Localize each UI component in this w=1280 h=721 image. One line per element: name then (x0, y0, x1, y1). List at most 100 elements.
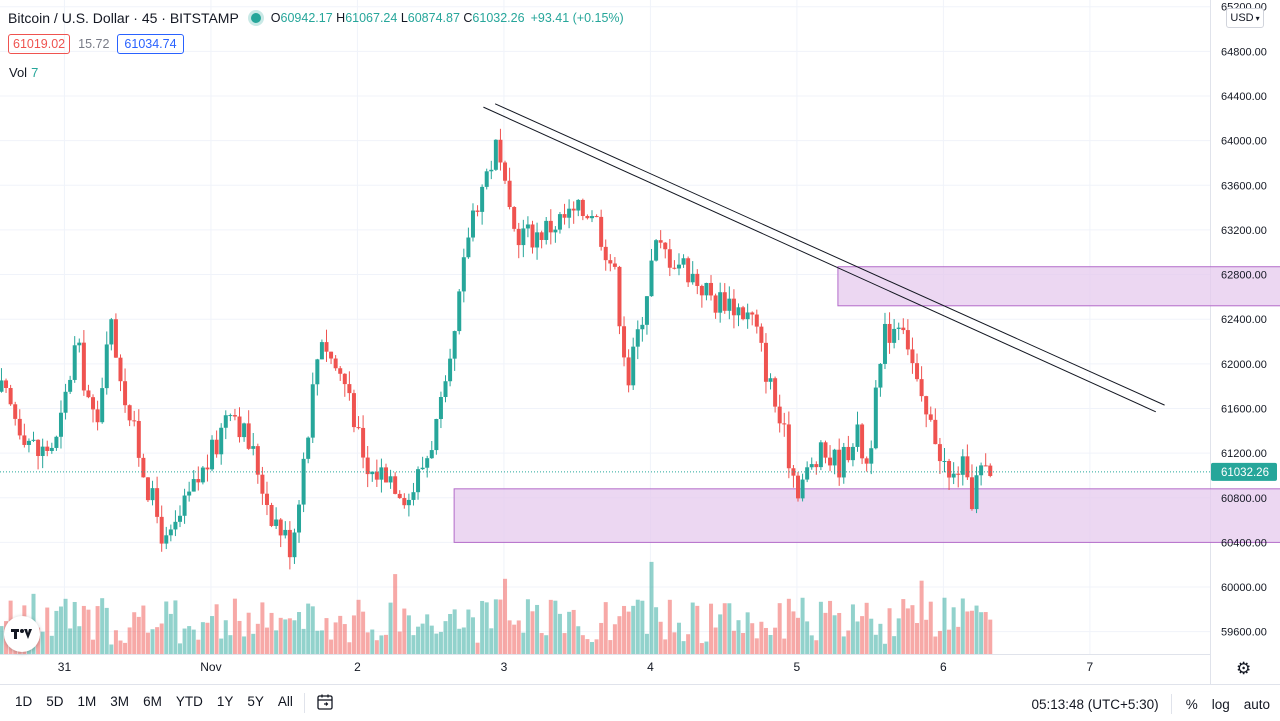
volume-bar (416, 626, 421, 654)
volume-bar (928, 601, 933, 654)
range-5y[interactable]: 5Y (247, 694, 264, 709)
volume-bar (548, 599, 553, 654)
volume-bar (246, 612, 251, 654)
candle-body (324, 342, 329, 352)
toolbar-divider (304, 693, 305, 713)
volume-bar (695, 605, 700, 654)
candle-body (420, 467, 425, 470)
time-tick-label: 7 (1087, 660, 1094, 674)
candle-body (329, 351, 334, 359)
range-1m[interactable]: 1M (77, 694, 97, 709)
volume-bar (95, 606, 100, 654)
candle-body (274, 519, 279, 526)
volume-bar (905, 608, 910, 654)
volume-bar (681, 641, 686, 654)
volume-bar (123, 642, 128, 654)
candle-body (507, 180, 512, 208)
candle-body (260, 474, 265, 494)
currency-select[interactable]: USD ▾ (1226, 8, 1264, 28)
candle-body (695, 273, 700, 286)
candle-body (791, 468, 796, 476)
trendline (494, 103, 1165, 406)
range-3m[interactable]: 3M (110, 694, 130, 709)
candle-body (915, 363, 920, 380)
candle-body (960, 456, 965, 475)
candle-body (379, 467, 384, 480)
volume-bar (635, 599, 640, 654)
volume-bar (77, 626, 82, 654)
candle-body (896, 327, 901, 329)
volume-bar (58, 606, 63, 654)
volume-bar (63, 598, 68, 654)
volume-bar (283, 619, 288, 654)
candle-body (182, 495, 187, 516)
percent-scale-toggle[interactable]: % (1185, 696, 1198, 712)
candle-body (287, 529, 292, 558)
range-all[interactable]: All (277, 694, 293, 709)
volume-bar (480, 600, 485, 654)
range-6m[interactable]: 6M (143, 694, 162, 709)
range-1d[interactable]: 1D (15, 694, 33, 709)
candle-body (557, 214, 562, 230)
volume-bar (493, 599, 498, 654)
auto-scale-toggle[interactable]: auto (1243, 696, 1270, 712)
candle-body (63, 391, 68, 413)
candle-body (347, 384, 352, 394)
volume-bar (214, 604, 219, 654)
candle-body (809, 464, 814, 468)
volume-bar (319, 630, 324, 654)
settings-gear-icon[interactable]: ⚙ (1236, 659, 1252, 678)
volume-bar (54, 610, 59, 654)
volume-bar (731, 630, 736, 654)
candle-body (640, 324, 645, 330)
candle-body (292, 532, 297, 558)
log-scale-toggle[interactable]: log (1211, 696, 1230, 712)
volume-bar (484, 602, 489, 654)
candle-body (768, 378, 773, 382)
candle-body (589, 216, 594, 219)
candle-body (727, 298, 732, 311)
symbol-title[interactable]: Bitcoin / U.S. Dollar · 45 · BITSTAMP (8, 10, 239, 26)
candle-body (937, 444, 942, 462)
price-chart[interactable]: 59600.00 60000.00 60400.00 60800.00 61200.00… (0, 0, 1280, 684)
range-ytd[interactable]: YTD (175, 694, 203, 709)
volume-bar (159, 623, 164, 654)
candle-body (782, 423, 787, 425)
ohlc-values: O60942.17 H61067.24 L60874.87 C61032.26 (270, 11, 525, 25)
time-tick-label: 31 (58, 660, 72, 674)
volume-bar (210, 616, 215, 654)
candle-body (416, 469, 421, 493)
trendline (483, 106, 1157, 413)
candle-body (173, 521, 178, 530)
candle-body (68, 379, 73, 392)
price-tick-label: 62800.00 (1221, 270, 1267, 282)
candle-body (969, 477, 974, 510)
range-5d[interactable]: 5D (46, 694, 64, 709)
buy-price-button[interactable]: 61034.74 (117, 34, 184, 54)
date-range-icon[interactable] (316, 693, 334, 711)
volume-bar (709, 603, 714, 654)
candle-body (516, 228, 521, 246)
volume-bar (535, 604, 540, 654)
volume-bar (223, 620, 228, 654)
high-value: 61067.24 (345, 11, 398, 25)
candle-body (580, 199, 585, 216)
volume-bar (956, 626, 961, 654)
candle-body (493, 139, 498, 170)
candle-body (699, 285, 704, 296)
sell-price-button[interactable]: 61019.02 (8, 34, 71, 54)
volume-bar (754, 638, 759, 654)
volume-bar (91, 639, 96, 654)
candle-body (910, 349, 915, 364)
volume-bar (274, 630, 279, 654)
candle-body (837, 449, 842, 478)
volume-bar (887, 608, 892, 654)
candle-body (846, 446, 851, 461)
resistance-zone (837, 266, 1280, 307)
range-1y[interactable]: 1Y (216, 694, 234, 709)
clock-display[interactable]: 05:13:48 (UTC+5:30) (1031, 696, 1159, 712)
tradingview-logo-icon[interactable] (4, 616, 40, 652)
volume-bar (818, 601, 823, 654)
volume-bar (100, 598, 105, 654)
volume-bar (45, 607, 50, 654)
